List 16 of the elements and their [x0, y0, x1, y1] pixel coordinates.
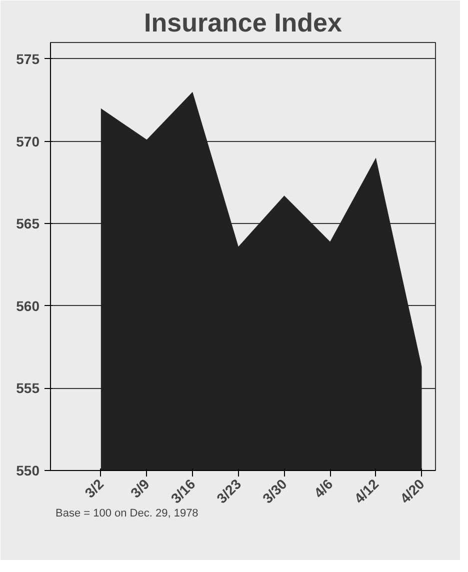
x-tick-label: 3/2	[82, 476, 107, 501]
y-tick-label: 555	[16, 380, 40, 396]
x-tick-label: 3/30	[259, 476, 290, 506]
x-tick-label: 4/20	[396, 476, 428, 506]
y-tick-label: 575	[16, 50, 40, 67]
y-tick-label: 560	[16, 298, 40, 314]
chart-title: Insurance Index	[144, 8, 343, 38]
y-tick-label: 565	[16, 216, 40, 232]
x-tick-label: 3/16	[168, 476, 198, 506]
x-tick-label: 3/9	[127, 476, 153, 501]
x-tick-label: 4/12	[350, 476, 382, 506]
text: Base = 100 on Dec. 29, 1978	[56, 508, 198, 520]
y-tick-label: 550	[16, 462, 40, 478]
y-tick-label: 570	[16, 133, 40, 150]
x-tick-label: 4/6	[310, 476, 336, 501]
x-tick-label: 3/23	[213, 476, 244, 506]
